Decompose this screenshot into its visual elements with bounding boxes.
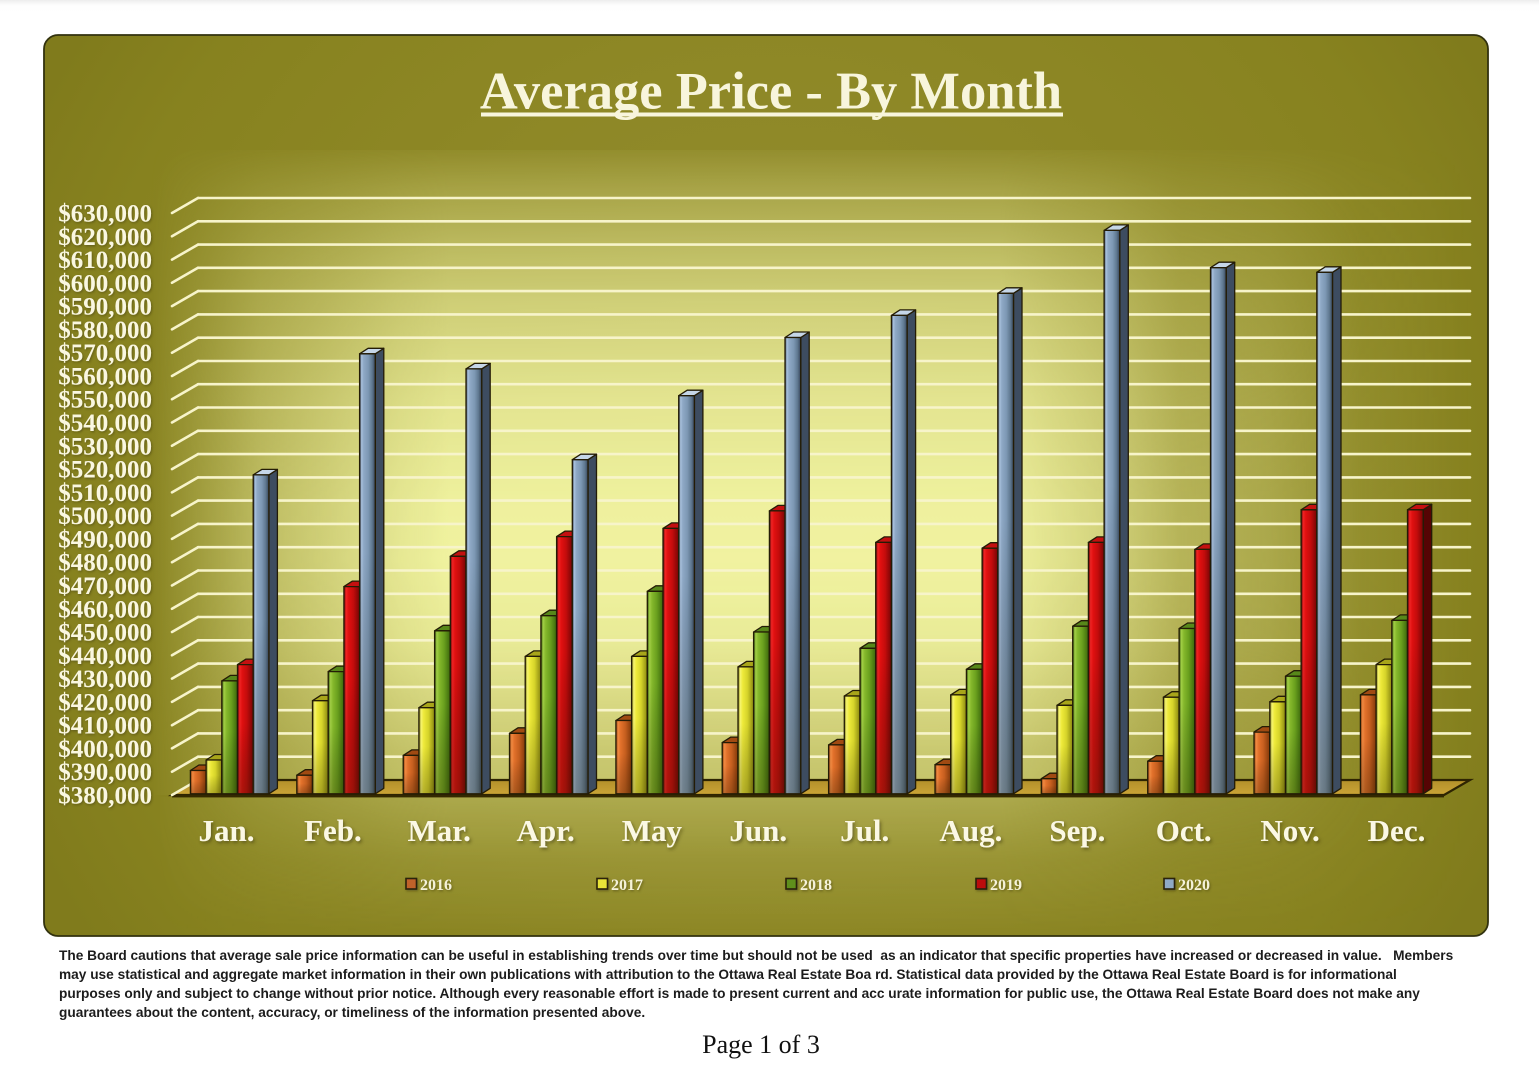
svg-text:$610,000: $610,000 bbox=[58, 247, 152, 274]
svg-text:$630,000: $630,000 bbox=[58, 201, 152, 228]
svg-text:Dec.: Dec. bbox=[1368, 813, 1426, 848]
svg-text:$400,000: $400,000 bbox=[58, 736, 152, 763]
svg-text:2019: 2019 bbox=[990, 877, 1022, 894]
svg-text:$600,000: $600,000 bbox=[58, 270, 152, 297]
svg-text:$380,000: $380,000 bbox=[58, 783, 152, 810]
svg-text:$580,000: $580,000 bbox=[58, 317, 152, 344]
svg-text:2017: 2017 bbox=[611, 877, 643, 894]
svg-text:Mar.: Mar. bbox=[407, 813, 470, 848]
svg-text:Oct.: Oct. bbox=[1156, 813, 1212, 848]
svg-text:$590,000: $590,000 bbox=[58, 294, 152, 321]
svg-text:$490,000: $490,000 bbox=[58, 526, 152, 553]
svg-text:$540,000: $540,000 bbox=[58, 410, 152, 437]
svg-text:$410,000: $410,000 bbox=[58, 713, 152, 740]
svg-text:Feb.: Feb. bbox=[304, 813, 362, 848]
svg-text:$530,000: $530,000 bbox=[58, 433, 152, 460]
svg-text:$390,000: $390,000 bbox=[58, 759, 152, 786]
svg-text:Jul.: Jul. bbox=[840, 813, 889, 848]
svg-text:$460,000: $460,000 bbox=[58, 596, 152, 623]
svg-text:$430,000: $430,000 bbox=[58, 666, 152, 693]
svg-text:2016: 2016 bbox=[420, 877, 452, 894]
svg-text:$560,000: $560,000 bbox=[58, 364, 152, 391]
svg-text:Jun.: Jun. bbox=[729, 813, 787, 848]
svg-text:$480,000: $480,000 bbox=[58, 550, 152, 577]
svg-text:Aug.: Aug. bbox=[940, 813, 1003, 848]
svg-text:$420,000: $420,000 bbox=[58, 689, 152, 716]
svg-text:$450,000: $450,000 bbox=[58, 620, 152, 647]
svg-text:Sep.: Sep. bbox=[1049, 813, 1105, 848]
svg-text:Apr.: Apr. bbox=[516, 813, 574, 848]
svg-text:$500,000: $500,000 bbox=[58, 503, 152, 530]
svg-text:Jan.: Jan. bbox=[199, 813, 255, 848]
svg-text:Average Price - By Month: Average Price - By Month bbox=[480, 63, 1062, 121]
svg-text:$570,000: $570,000 bbox=[58, 340, 152, 367]
svg-text:2020: 2020 bbox=[1178, 877, 1210, 894]
svg-text:$440,000: $440,000 bbox=[58, 643, 152, 670]
svg-text:$510,000: $510,000 bbox=[58, 480, 152, 507]
svg-text:$550,000: $550,000 bbox=[58, 387, 152, 414]
svg-text:May: May bbox=[622, 813, 683, 848]
svg-text:Nov.: Nov. bbox=[1260, 813, 1319, 848]
svg-text:$520,000: $520,000 bbox=[58, 457, 152, 484]
svg-text:$470,000: $470,000 bbox=[58, 573, 152, 600]
svg-text:$620,000: $620,000 bbox=[58, 224, 152, 251]
svg-text:2018: 2018 bbox=[800, 877, 832, 894]
